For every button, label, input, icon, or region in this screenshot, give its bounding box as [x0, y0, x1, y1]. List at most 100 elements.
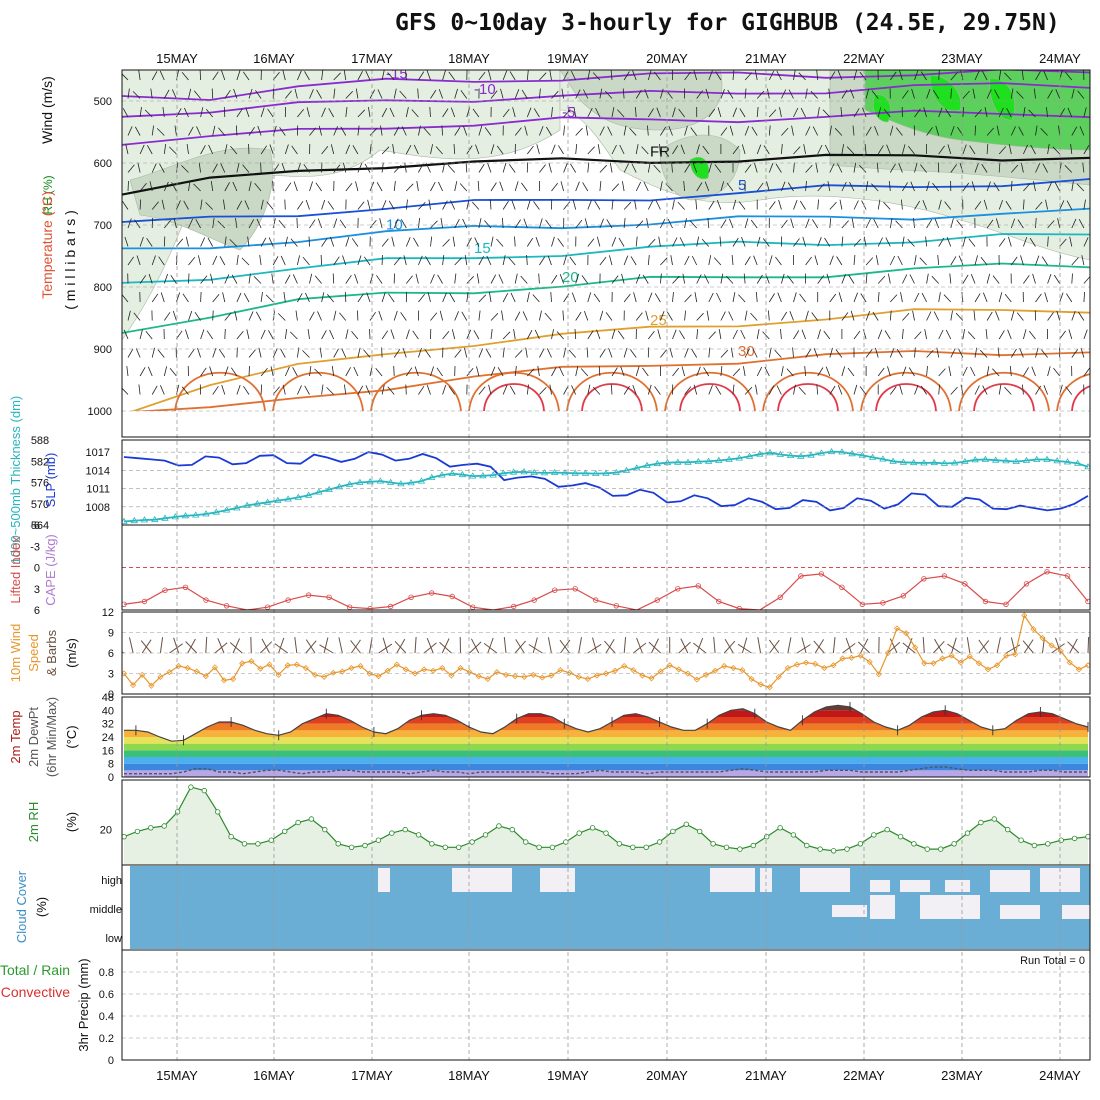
wind-barb	[863, 236, 867, 247]
thickness-marker	[633, 464, 641, 471]
wind-barb	[691, 348, 698, 358]
wind-barb	[853, 162, 857, 173]
wind-barb	[837, 385, 843, 395]
rh-point	[228, 834, 234, 840]
wind-barb	[328, 108, 335, 118]
isotherm-label: 30	[738, 343, 755, 360]
wind-barb	[696, 236, 699, 247]
wind-barb	[217, 220, 226, 229]
wind-barb	[1047, 220, 1055, 229]
wind-barb	[998, 292, 1003, 303]
wind-barb	[563, 125, 565, 136]
wind-barb	[659, 143, 661, 155]
wind-barb	[1028, 330, 1036, 340]
wind-barb	[635, 274, 641, 284]
wind-barb	[418, 255, 423, 266]
wind-barb	[464, 347, 468, 358]
wind-barb	[255, 311, 262, 321]
wind-barb	[732, 107, 737, 118]
wind-barb	[829, 217, 832, 229]
wind-barb	[726, 182, 734, 192]
wind-barb	[156, 128, 165, 136]
wind-barb	[224, 274, 230, 284]
wind-barb	[632, 70, 637, 81]
wind-barb	[188, 257, 196, 266]
wind-barb	[508, 164, 516, 173]
wind-barb	[793, 292, 797, 303]
wind10m-label: 10m Wind	[8, 624, 23, 683]
wind-barb	[805, 164, 813, 173]
wind-barb	[400, 312, 407, 321]
surface-wind-barb	[217, 638, 225, 654]
warm-contour	[762, 371, 854, 411]
rh-point	[201, 787, 207, 794]
cloud-level-label: middle	[90, 904, 122, 916]
wind-barb	[938, 368, 946, 377]
surface-wind-barb	[1067, 641, 1080, 654]
wind-barb	[236, 255, 239, 266]
wind-barb	[841, 181, 847, 192]
wind-barb	[877, 107, 882, 118]
surface-wind-barb	[250, 636, 252, 654]
wind-barb	[1035, 385, 1042, 395]
wind-speed-point	[139, 671, 146, 678]
wind-barb	[502, 347, 505, 358]
wind-barb	[248, 88, 253, 99]
surface-wind-barb	[842, 643, 856, 654]
rh-point	[991, 816, 997, 822]
wind-barb	[418, 202, 426, 210]
wind-speed-point	[1003, 652, 1010, 659]
wind-barb	[146, 237, 153, 247]
wind-barb	[800, 107, 806, 118]
wind-barb	[236, 331, 244, 340]
wind-barb	[865, 126, 872, 136]
surface-wind-barb	[159, 637, 164, 654]
rh-point	[429, 841, 435, 847]
wind-barb	[399, 90, 407, 99]
wind-barb	[729, 125, 734, 136]
wind-barb	[846, 146, 855, 155]
wind-barb	[756, 144, 762, 155]
wind-speed-point	[448, 672, 455, 679]
wind-barb	[413, 237, 419, 247]
thickness-marker	[427, 473, 436, 480]
wind-barb	[393, 126, 400, 136]
wind-barb	[805, 256, 812, 266]
thickness-marker	[192, 511, 200, 518]
wind-barb	[442, 292, 447, 303]
wind-barb	[678, 108, 685, 118]
wind-barb	[282, 384, 286, 395]
pressure-tick: 800	[94, 282, 112, 294]
thickness-marker	[151, 515, 159, 523]
wind-barbs-label: & Barbs	[44, 629, 59, 676]
wind-barb	[684, 163, 691, 173]
wind-speed-point	[921, 660, 928, 667]
wind-barb	[326, 387, 334, 395]
wind-barb	[430, 236, 433, 247]
wind-barb	[257, 125, 262, 136]
thickness-marker	[1063, 458, 1072, 465]
wind-barb	[405, 384, 407, 395]
wind-barb	[798, 72, 806, 81]
wind-barb	[938, 292, 941, 303]
wind-barb	[321, 384, 324, 395]
surface-wind-barb	[832, 637, 836, 654]
lifted-index-point	[1003, 601, 1009, 607]
wind-barb	[293, 181, 298, 192]
wind-barb	[176, 238, 184, 247]
wind-barb	[1030, 145, 1036, 155]
wind-barb	[1006, 108, 1012, 118]
wind-barb	[660, 181, 663, 192]
wind-barb	[781, 311, 788, 321]
wind-speed-point	[375, 673, 382, 680]
wind-barb	[1010, 126, 1016, 136]
wind-speed-point	[857, 652, 864, 659]
wind-barb	[974, 255, 978, 266]
thickness-marker	[212, 508, 221, 515]
wind-barb	[610, 70, 613, 81]
wind-barb	[684, 71, 691, 81]
temp-band	[124, 763, 1088, 771]
wind-barb	[430, 182, 436, 192]
wind-barb	[696, 312, 704, 321]
wind-barb	[968, 238, 976, 247]
